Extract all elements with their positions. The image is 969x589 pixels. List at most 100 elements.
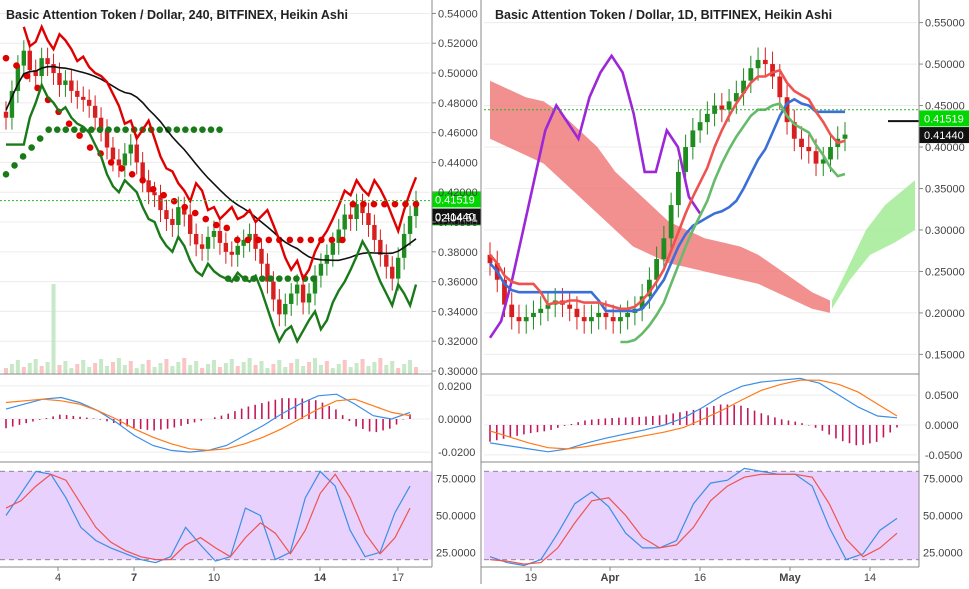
candle-body: [283, 303, 288, 315]
stop-dot-bear: [223, 224, 231, 232]
candle-body: [75, 90, 80, 97]
candle-body: [842, 134, 848, 139]
lagging-span-line: [488, 53, 702, 339]
price-tick-label: 0.30000: [438, 366, 478, 378]
volume-bar: [235, 366, 240, 374]
stop-dot-bull: [62, 126, 70, 133]
ichimoku-cloud-bull: [832, 180, 915, 309]
volume-bar: [27, 363, 32, 374]
volume-bar: [265, 368, 270, 374]
candle-body: [176, 207, 181, 225]
macd-tick-label: -0.0200: [438, 447, 475, 459]
chart-title: Basic Attention Token / Dollar, 240, BIT…: [6, 8, 348, 22]
candle-body: [487, 254, 493, 264]
volume-bar: [140, 364, 145, 374]
price-tag-text: 02:04:51: [435, 212, 478, 224]
stoch-d-line: [489, 473, 898, 565]
stop-dot-bear: [149, 185, 157, 193]
x-axis-label: Apr: [601, 572, 621, 584]
candle-body: [158, 195, 163, 211]
x-axis-label: 17: [392, 572, 404, 584]
volume-bar: [75, 364, 80, 374]
stop-dot-bear: [139, 177, 146, 184]
volume-bar: [241, 362, 246, 374]
price-tick-label: 0.25000: [925, 266, 965, 278]
candle-body: [330, 242, 336, 255]
price-tick-label: 0.36000: [438, 277, 478, 289]
candle-body: [217, 230, 223, 243]
candle-body: [755, 59, 761, 69]
candle-body: [63, 80, 68, 85]
volume-bar: [336, 364, 341, 374]
volume-bar: [223, 363, 228, 374]
volume-bar: [21, 367, 26, 374]
candle-body: [762, 59, 768, 65]
candle-body: [86, 99, 92, 106]
stop-dot-bull: [45, 126, 53, 133]
stop-dot-bear: [370, 200, 378, 208]
candle-body: [719, 105, 725, 110]
candle-body: [770, 64, 775, 77]
candle-body: [235, 245, 240, 255]
price-tick-label: 0.55000: [925, 18, 965, 30]
stop-dot-bull: [105, 126, 112, 133]
stop-dot-bear: [307, 236, 315, 244]
candle-body: [140, 162, 145, 181]
candle-body: [312, 275, 318, 294]
candle-body: [625, 312, 631, 318]
stop-dot-bear: [107, 159, 115, 166]
stop-dot-bull: [113, 126, 121, 133]
candle-body: [211, 230, 217, 237]
stop-dot-bear: [13, 62, 20, 69]
volume-bar: [51, 284, 56, 374]
macd-tick-label: -0.0500: [925, 450, 962, 462]
moving-average-line: [5, 65, 417, 262]
candle-body: [661, 238, 667, 260]
candle-body: [271, 281, 276, 300]
volume-bar: [170, 366, 175, 374]
candle-body: [21, 50, 27, 66]
candle-body: [9, 90, 15, 118]
candle-body: [683, 147, 689, 172]
stop-dot-bull: [2, 171, 10, 178]
candle-body: [813, 151, 819, 164]
candle-body: [726, 101, 732, 110]
volume-bar: [69, 368, 74, 374]
kijun-line: [489, 68, 846, 311]
volume-bar: [318, 365, 323, 374]
candle-body: [407, 216, 413, 234]
volume-bar: [134, 368, 139, 374]
price-tag-text: 0.41440: [924, 130, 964, 142]
volume-bar: [259, 361, 264, 374]
candle-body: [300, 284, 306, 303]
stop-dot-bull: [182, 126, 189, 133]
candle-body: [306, 293, 312, 303]
price-tick-label: 0.40000: [925, 142, 965, 154]
candle-body: [704, 113, 710, 123]
candle-body: [277, 299, 282, 315]
stop-dot-bear: [244, 236, 252, 244]
price-tick-label: 0.35000: [925, 184, 965, 196]
stop-dot-bull: [28, 144, 35, 151]
candle-body: [596, 312, 602, 318]
volume-bar: [253, 365, 258, 374]
candle-body: [188, 214, 193, 234]
stop-dot-bear: [339, 236, 346, 244]
stoch-k-line: [489, 467, 898, 567]
price-tag-text: 0.41519: [435, 194, 475, 206]
candle-body: [395, 257, 401, 279]
candle-body: [654, 259, 660, 280]
volume-bar: [402, 364, 407, 374]
candle-body: [57, 73, 62, 85]
volume-bar: [9, 364, 14, 374]
price-tick-label: 0.50000: [438, 68, 478, 80]
stoch-tick-label: 25.0000: [923, 547, 963, 559]
volume-bar: [182, 358, 187, 374]
stoch-tick-label: 25.0000: [436, 547, 476, 559]
volume-bar: [164, 359, 169, 374]
volume-bar: [283, 367, 288, 374]
candle-body: [152, 192, 157, 196]
price-tick-label: 0.30000: [925, 225, 965, 237]
volume-bar: [116, 358, 121, 374]
